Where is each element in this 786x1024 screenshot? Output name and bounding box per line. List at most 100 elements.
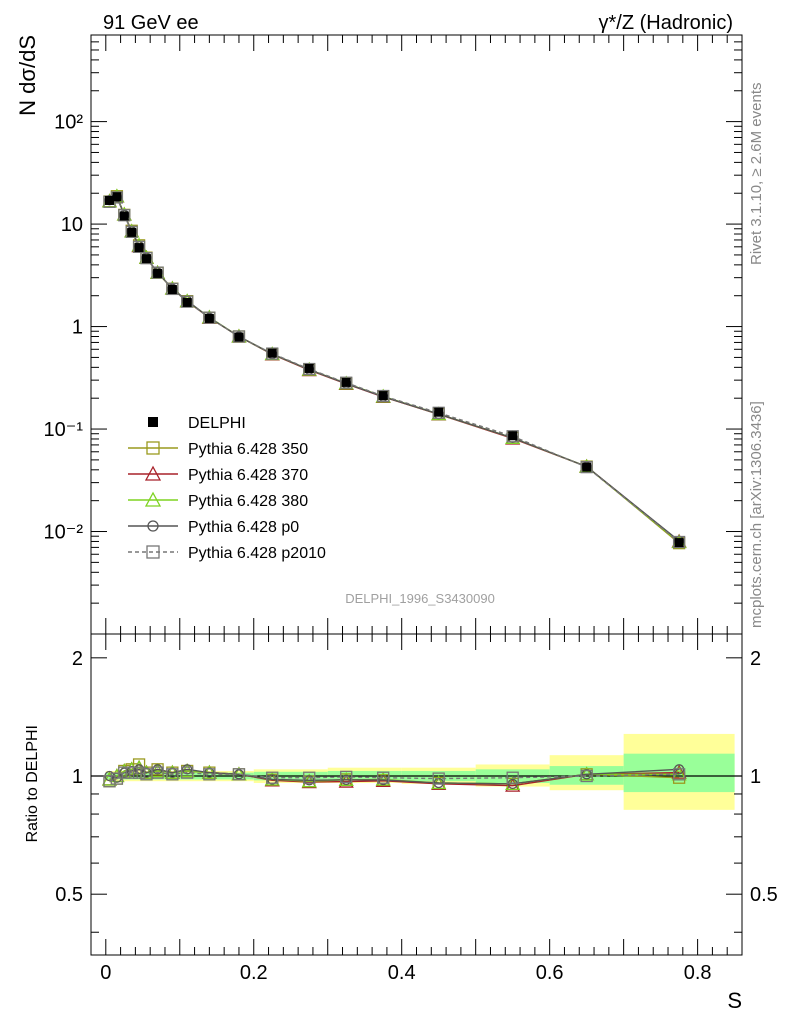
point-pythia-6-428-p2010 bbox=[377, 389, 390, 403]
ratio-point-pythia-6-428-p0 bbox=[126, 765, 137, 777]
point-delphi bbox=[134, 243, 144, 253]
y-axis-title-ratio: Ratio to DELPHI bbox=[24, 725, 41, 842]
line-pythia-6-428-370 bbox=[109, 195, 680, 542]
ratio-point-pythia-6-428-p2010 bbox=[203, 768, 216, 781]
legend-label: Pythia 6.428 p2010 bbox=[188, 545, 326, 562]
point-pythia-6-428-p2010 bbox=[132, 240, 146, 253]
x-tick-label: 0.6 bbox=[536, 962, 564, 984]
legend-entry: Pythia 6.428 p0 bbox=[128, 519, 299, 536]
point-delphi bbox=[204, 313, 214, 323]
point-delphi bbox=[378, 391, 388, 401]
ratio-point-pythia-6-428-p2010 bbox=[303, 771, 316, 784]
ratio-point-pythia-6-428-p0 bbox=[304, 775, 315, 786]
legend-label: Pythia 6.428 350 bbox=[188, 441, 308, 458]
ratio-point-pythia-6-428-p2010 bbox=[118, 766, 131, 779]
rivet-label: Rivet 3.1.10, ≥ 2.6M events bbox=[748, 83, 765, 266]
ratio-point-pythia-6-428-p2010 bbox=[340, 770, 353, 784]
line-pythia-6-428-380 bbox=[109, 195, 680, 543]
y-tick-label-ratio: 0.5 bbox=[55, 884, 83, 906]
ratio-point-pythia-6-428-p2010 bbox=[166, 768, 179, 781]
ratio-point-pythia-6-428-p2010 bbox=[580, 769, 593, 783]
legend-entry: Pythia 6.428 350 bbox=[128, 441, 308, 458]
x-tick-label: 0.8 bbox=[684, 962, 712, 984]
point-pythia-6-428-p2010 bbox=[203, 311, 216, 324]
legend-marker bbox=[147, 520, 159, 532]
point-delphi bbox=[119, 211, 129, 221]
point-pythia-6-428-p2010 bbox=[672, 535, 686, 549]
legend-entry: Pythia 6.428 380 bbox=[128, 491, 308, 510]
x-tick-label: 0.4 bbox=[388, 962, 416, 984]
legend-marker bbox=[146, 441, 160, 455]
point-delphi bbox=[167, 284, 177, 294]
ratio-point-pythia-6-428-p0 bbox=[167, 767, 178, 778]
point-pythia-6-428-p2010 bbox=[118, 209, 131, 222]
legend-entry: DELPHI bbox=[148, 415, 246, 432]
ratio-point-pythia-6-428-p0 bbox=[581, 769, 592, 780]
mcplots-label: mcplots.cern.ch [arXiv:1306.3436] bbox=[748, 401, 765, 628]
legend-marker bbox=[144, 465, 162, 481]
legend-entry: Pythia 6.428 p2010 bbox=[128, 545, 326, 562]
ratio-point-pythia-6-428-p2010 bbox=[181, 766, 194, 779]
point-delphi bbox=[127, 227, 137, 237]
legend-marker bbox=[148, 417, 158, 427]
header-left-label: 91 GeV ee bbox=[103, 12, 199, 34]
y-tick-label-ratio-right: 2 bbox=[750, 648, 761, 670]
analysis-label: DELPHI_1996_S3430090 bbox=[345, 591, 495, 606]
point-pythia-6-428-p2010 bbox=[303, 362, 316, 376]
legend-marker bbox=[146, 545, 160, 559]
axis-ticks: 10⁻² 10⁻¹ 1 10 10² 0.5 0.5 1 1 2 2 0 0.2 0.4 0.6 0.8 bbox=[44, 34, 778, 984]
main-series bbox=[101, 188, 687, 550]
legend-label: Pythia 6.428 380 bbox=[188, 493, 308, 510]
y-tick-label-ratio-right: 0.5 bbox=[750, 884, 778, 906]
ratio-point-pythia-6-428-p2010 bbox=[432, 772, 445, 785]
ratio-point-pythia-6-428-370 bbox=[338, 773, 354, 788]
y-tick-label-main: 10 bbox=[61, 214, 83, 236]
ratio-point-pythia-6-428-p2010 bbox=[125, 766, 138, 779]
ratio-point-pythia-6-428-p0 bbox=[141, 767, 152, 778]
point-pythia-6-428-p2010 bbox=[166, 282, 179, 296]
point-delphi bbox=[434, 407, 444, 417]
point-delphi bbox=[674, 538, 684, 548]
point-delphi bbox=[267, 348, 277, 358]
point-pythia-6-428-p2010 bbox=[151, 266, 164, 279]
x-tick-label: 0.2 bbox=[240, 962, 268, 984]
ratio-point-pythia-6-428-370 bbox=[505, 777, 521, 792]
legend-entry: Pythia 6.428 370 bbox=[128, 465, 308, 484]
ratio-point-pythia-6-428-p2010 bbox=[672, 768, 686, 781]
ratio-point-pythia-6-428-p2010 bbox=[151, 766, 164, 779]
ratio-point-pythia-6-428-p2010 bbox=[506, 771, 519, 784]
point-delphi bbox=[153, 268, 163, 278]
ratio-line-pythia-6-428-p2010 bbox=[109, 771, 680, 782]
header-right-label: γ*/Z (Hadronic) bbox=[599, 12, 733, 34]
line-pythia-6-428-p0 bbox=[109, 196, 680, 542]
legend-label: Pythia 6.428 p0 bbox=[188, 519, 299, 536]
ratio-point-pythia-6-428-p0 bbox=[378, 774, 389, 786]
ratio-series bbox=[101, 758, 687, 792]
ratio-point-pythia-6-428-p0 bbox=[341, 774, 352, 785]
point-delphi bbox=[508, 431, 518, 441]
ratio-point-pythia-6-428-p2010 bbox=[266, 771, 279, 784]
point-delphi bbox=[112, 192, 122, 202]
point-pythia-6-428-p2010 bbox=[125, 225, 138, 238]
legend-label: Pythia 6.428 370 bbox=[188, 467, 308, 484]
point-pythia-6-428-p2010 bbox=[580, 460, 593, 474]
point-delphi bbox=[341, 377, 351, 387]
point-delphi bbox=[141, 254, 151, 264]
ratio-point-pythia-6-428-p2010 bbox=[103, 775, 116, 788]
y-axis-title-main: N dσ/dS bbox=[15, 35, 40, 116]
y-tick-label-main: 10⁻² bbox=[44, 522, 84, 544]
ratio-point-pythia-6-428-p0 bbox=[204, 767, 215, 778]
y-tick-label-main: 10² bbox=[54, 112, 83, 134]
point-delphi bbox=[104, 195, 114, 205]
ratio-point-pythia-6-428-p0 bbox=[152, 764, 163, 775]
ratio-point-pythia-6-428-p2010 bbox=[132, 766, 146, 779]
point-pythia-6-428-p2010 bbox=[432, 406, 445, 419]
point-delphi bbox=[304, 363, 314, 373]
legend-label: DELPHI bbox=[188, 415, 246, 432]
ratio-point-pythia-6-428-p2010 bbox=[377, 771, 390, 784]
y-tick-label-ratio: 1 bbox=[72, 766, 83, 788]
x-axis-title: S bbox=[727, 988, 742, 1013]
point-delphi bbox=[182, 297, 192, 307]
point-pythia-6-428-p2010 bbox=[181, 295, 194, 308]
